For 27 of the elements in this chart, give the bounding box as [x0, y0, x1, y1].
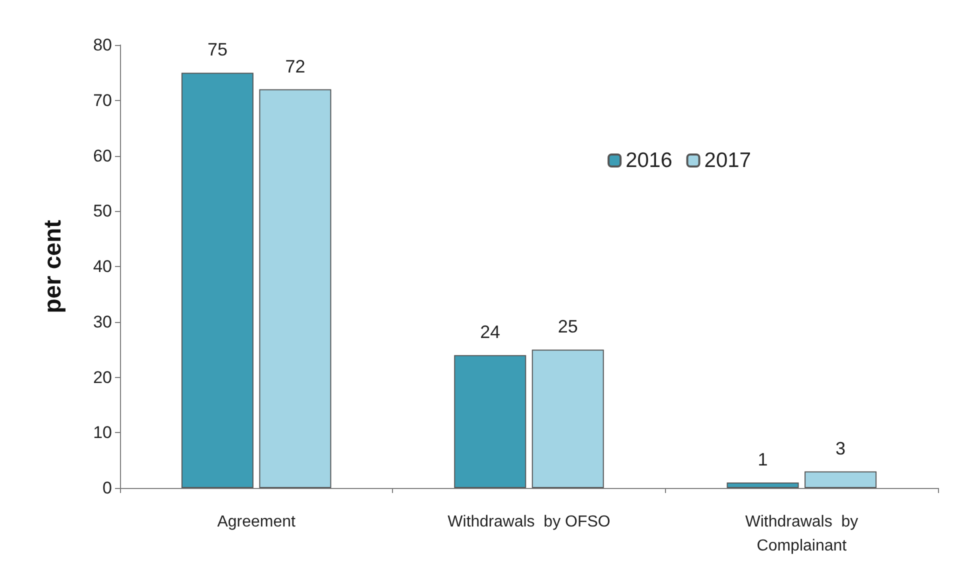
y-tick-label: 60	[93, 146, 112, 166]
y-tick-label: 50	[93, 202, 112, 221]
y-tick-label: 80	[93, 36, 112, 54]
y-tick-label: 40	[93, 257, 112, 276]
data-label: 1	[758, 449, 768, 470]
bar	[726, 482, 799, 488]
data-label: 25	[558, 316, 578, 337]
x-tick-label: Agreement	[217, 514, 296, 530]
data-label: 24	[480, 322, 500, 342]
y-tick-label: 0	[102, 478, 112, 498]
bar	[804, 471, 877, 488]
data-label: 75	[207, 40, 228, 60]
bar	[532, 350, 604, 488]
y-tick-label: 30	[93, 312, 112, 332]
data-label: 72	[285, 56, 306, 76]
legend-label: 2017	[704, 149, 751, 172]
bar	[259, 89, 332, 488]
x-tick-label: Withdrawals by Complainant	[745, 514, 858, 554]
x-tick-label: Withdrawals by OFSO	[448, 514, 610, 530]
y-axis-title: per cent	[40, 220, 66, 314]
legend-label: 2016	[626, 149, 672, 172]
y-tick-label: 20	[93, 368, 112, 387]
data-label: 3	[836, 438, 846, 458]
y-tick-label: 10	[93, 423, 112, 442]
bar	[454, 355, 526, 488]
bar	[181, 72, 254, 488]
y-tick-label: 70	[93, 90, 112, 110]
